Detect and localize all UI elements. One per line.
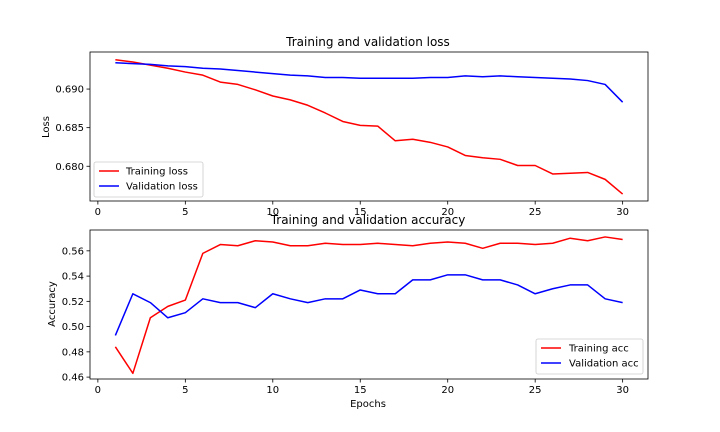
accuracy-axes-frame <box>89 229 649 380</box>
accuracy-legend-label-training: Training acc <box>568 344 629 355</box>
accuracy-panel: Training and validation accuracy Accurac… <box>47 213 649 410</box>
accuracy-y-tick-label: 0.50 <box>62 322 84 333</box>
accuracy-y-tick-label: 0.56 <box>62 246 84 257</box>
accuracy-y-tick-label: 0.46 <box>62 373 84 384</box>
loss-legend-box <box>93 161 204 198</box>
loss-series-line-training <box>115 58 624 195</box>
loss-panel: Training and validation loss Loss 0 5 10 15… <box>41 35 649 218</box>
accuracy-chart-title: Training and validation accuracy <box>270 213 466 227</box>
accuracy-plot-area: 0 5 10 15 20 25 30 0.46 0.48 0.50 0.52 0.54 0.56 <box>62 229 649 396</box>
accuracy-y-tick-label: 0.52 <box>62 297 84 308</box>
loss-legend-label-validation: Validation loss <box>126 182 198 193</box>
loss-x-tick-label: 5 <box>182 207 188 218</box>
loss-series-line-validation <box>115 62 624 103</box>
accuracy-legend-label-validation: Validation acc <box>569 359 639 370</box>
accuracy-x-tick-label: 20 <box>441 385 454 396</box>
accuracy-x-tick-label: 15 <box>354 385 367 396</box>
loss-y-axis-label: Loss <box>41 116 52 138</box>
loss-x-tick-label: 10 <box>266 207 279 218</box>
accuracy-x-tick-label: 0 <box>95 385 101 396</box>
loss-chart-title: Training and validation loss <box>285 35 450 49</box>
accuracy-y-tick-label: 0.48 <box>62 347 84 358</box>
loss-x-tick-label: 30 <box>616 207 629 218</box>
loss-y-tick-label: 0.690 <box>55 85 84 96</box>
loss-legend-label-training: Training loss <box>125 167 188 178</box>
accuracy-x-tick-label: 25 <box>529 385 542 396</box>
accuracy-x-tick-label: 10 <box>266 385 279 396</box>
accuracy-x-tick-label: 5 <box>182 385 188 396</box>
loss-x-tick-label: 20 <box>441 207 454 218</box>
accuracy-legend-box <box>535 338 644 375</box>
accuracy-x-tick-label: 30 <box>616 385 629 396</box>
loss-plot-area: 0 5 10 15 20 25 30 0.680 0.685 0.690 <box>55 51 649 218</box>
accuracy-x-axis-label: Epochs <box>350 399 386 410</box>
accuracy-series-line-training <box>114 236 623 375</box>
loss-axes-frame <box>89 51 649 202</box>
accuracy-y-axis-label: Accuracy <box>47 281 58 327</box>
accuracy-legend: Training acc Validation acc <box>535 338 644 375</box>
loss-legend: Training loss Validation loss <box>93 161 204 198</box>
loss-y-tick-label: 0.685 <box>55 123 84 134</box>
loss-x-tick-label: 25 <box>529 207 542 218</box>
accuracy-series-line-validation <box>114 274 623 336</box>
loss-x-tick-label: 15 <box>354 207 367 218</box>
accuracy-y-tick-label: 0.54 <box>62 272 84 283</box>
loss-x-tick-label: 0 <box>95 207 101 218</box>
loss-y-tick-label: 0.680 <box>55 162 84 173</box>
